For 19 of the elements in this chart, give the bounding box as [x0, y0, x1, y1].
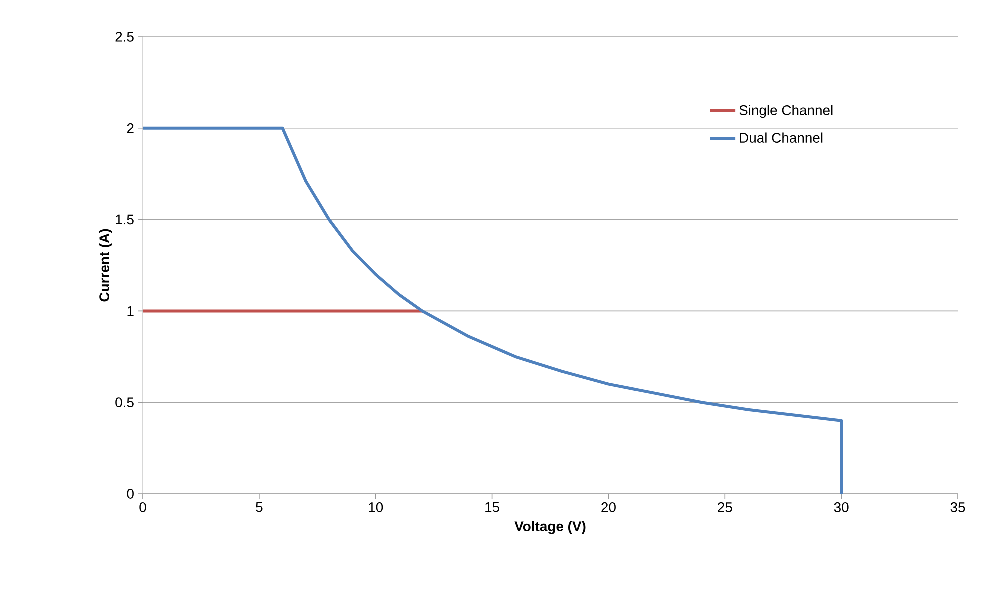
y-tick-label: 0.5	[116, 398, 134, 408]
y-tick-label: 1	[128, 306, 134, 316]
y-tick-label: 1.5	[116, 214, 134, 225]
y-tick-label: 0	[127, 489, 134, 499]
line-series	[143, 126, 844, 494]
x-tick-label: 25	[718, 502, 732, 512]
x-tick-label: 35	[950, 502, 966, 512]
y-axis-title: Current (A)	[99, 229, 112, 302]
x-tick-label: 5	[256, 502, 263, 512]
y-tick-label: 2.5	[116, 32, 134, 42]
x-tick-label: 0	[140, 502, 146, 512]
x-tick-label: 20	[602, 502, 616, 512]
y-tick-label: 2	[127, 124, 134, 134]
legend-label: Single Channel	[740, 105, 833, 118]
x-axis-title: Voltage (V)	[514, 521, 586, 534]
x-tick-label: 15	[486, 502, 500, 512]
x-tick-label: 10	[369, 502, 384, 512]
x-tick-label: 30	[834, 502, 849, 512]
legend-label: Dual Channel	[740, 132, 823, 143]
